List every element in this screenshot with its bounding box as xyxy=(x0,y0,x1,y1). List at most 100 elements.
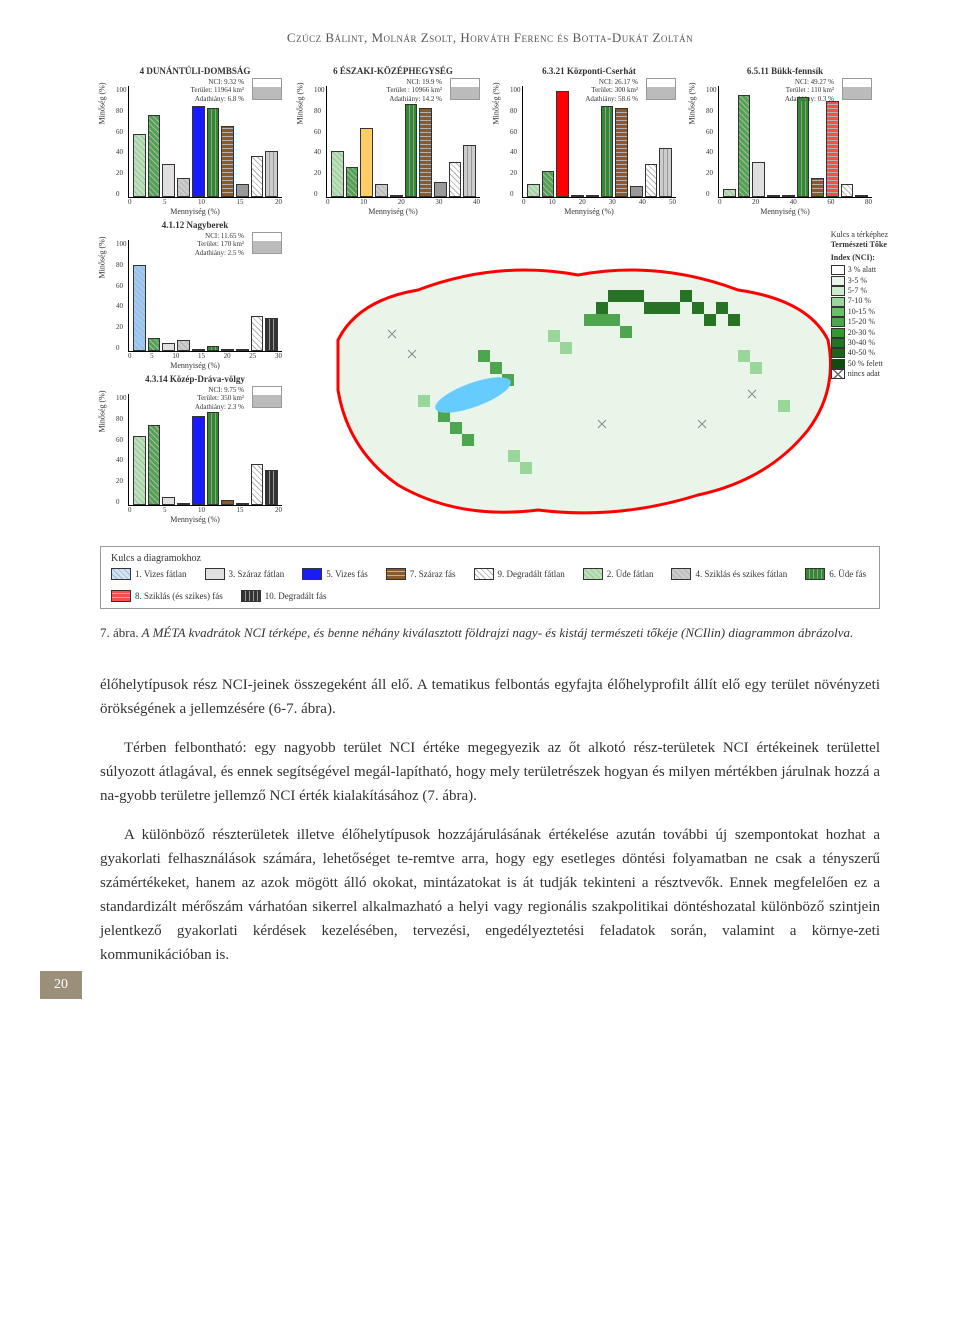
map-legend-item: 15-20 % xyxy=(831,317,888,327)
diagram-legend-item: 9. Degradált fátlan xyxy=(474,568,565,580)
bar xyxy=(331,151,344,197)
x-axis-label: Mennyiség (%) xyxy=(170,207,220,216)
bar xyxy=(826,101,839,197)
diagram-legend-item: 5. Vizes fás xyxy=(302,568,368,580)
bar xyxy=(221,349,234,351)
y-axis-label: Minőség (%) xyxy=(492,83,501,125)
top-charts-row: 6 ÉSZAKI-KÖZÉPHEGYSÉGNCI: 19.9 %Terület … xyxy=(298,66,880,216)
plot-area xyxy=(326,86,480,198)
bar xyxy=(360,128,373,197)
bar xyxy=(148,425,161,505)
x-ticks: 051015202530 xyxy=(128,352,282,360)
map-block: Kulcs a térképhez Természeti Tőke Index … xyxy=(298,220,858,540)
legend-item-label: 5. Vizes fás xyxy=(326,569,368,579)
bar xyxy=(177,178,190,197)
diagram-legend-item: 2. Üde fátlan xyxy=(583,568,654,580)
bar xyxy=(405,104,418,197)
bar xyxy=(265,470,278,505)
legend-item-label: 7. Száraz fás xyxy=(410,569,456,579)
bar xyxy=(463,145,476,197)
bar xyxy=(542,171,555,197)
bar xyxy=(571,195,584,197)
paragraph-2: Térben felbontható: egy nagyobb terület … xyxy=(100,736,880,808)
map-legend-item: 50 % felett xyxy=(831,359,888,369)
chart-panel: 4 DUNÁNTÚLI-DOMBSÁGNCI: 9.32 %Terület: 1… xyxy=(100,66,290,216)
map-legend-item: 20-30 % xyxy=(831,328,888,338)
chart-title: 6 ÉSZAKI-KÖZÉPHEGYSÉG xyxy=(333,66,453,76)
bar xyxy=(207,412,220,505)
swatch xyxy=(831,276,845,286)
bar xyxy=(723,189,736,197)
map-legend-label: 3 % alatt xyxy=(848,265,876,274)
x-axis-label: Mennyiség (%) xyxy=(170,515,220,524)
chart-title: 6.5.11 Bükk-fennsík xyxy=(747,66,823,76)
bar xyxy=(265,151,278,197)
chart-panel: 4.1.12 NagyberekNCI: 11.65 %Terület: 170… xyxy=(100,220,290,370)
bar xyxy=(527,184,540,197)
diagram-legend-box: Kulcs a diagramokhoz 1. Vizes fátlan3. S… xyxy=(100,546,880,609)
bar xyxy=(133,265,146,351)
bar xyxy=(738,95,751,197)
bar xyxy=(615,108,628,197)
bar xyxy=(811,178,824,197)
swatch xyxy=(831,328,845,338)
legend-item-label: 2. Üde fátlan xyxy=(607,569,654,579)
diagram-legend-items: 1. Vizes fátlan3. Száraz fátlan5. Vizes … xyxy=(111,568,869,602)
figure-block: 4 DUNÁNTÚLI-DOMBSÁGNCI: 9.32 %Terület: 1… xyxy=(100,66,880,609)
chart-title: 4 DUNÁNTÚLI-DOMBSÁG xyxy=(140,66,251,76)
chart-panel: 6.5.11 Bükk-fennsíkNCI: 49.27 %Terület :… xyxy=(690,66,880,216)
plot-area xyxy=(522,86,676,198)
bar xyxy=(207,346,220,351)
caption-text: A MÉTA kvadrátok NCI térképe, és benne n… xyxy=(139,625,854,640)
legend-item-label: 10. Degradált fás xyxy=(265,591,327,601)
chart-title: 4.1.12 Nagyberek xyxy=(162,220,229,230)
bar xyxy=(221,126,234,197)
legend-item-label: 9. Degradált fátlan xyxy=(498,569,565,579)
swatch xyxy=(302,568,322,580)
swatch xyxy=(831,307,845,317)
swatch xyxy=(386,568,406,580)
x-ticks: 05101520 xyxy=(128,506,282,514)
x-axis-label: Mennyiség (%) xyxy=(760,207,810,216)
bar xyxy=(148,115,161,197)
bar xyxy=(162,497,175,505)
bar xyxy=(419,108,432,197)
map-legend-label: 20-30 % xyxy=(848,328,875,337)
map-legend-label: 40-50 % xyxy=(848,348,875,357)
map-legend-item: 3-5 % xyxy=(831,276,888,286)
bar xyxy=(855,195,868,197)
y-ticks: 020406080100 xyxy=(510,86,521,198)
map-legend-line2: Természeti Tőke xyxy=(831,240,888,250)
x-axis-label: Mennyiség (%) xyxy=(564,207,614,216)
map-legend-label: 15-20 % xyxy=(848,317,875,326)
plot-area xyxy=(718,86,872,198)
bar xyxy=(207,108,220,197)
bar xyxy=(133,436,146,505)
diagram-legend-item: 1. Vizes fátlan xyxy=(111,568,187,580)
swatch xyxy=(831,348,845,358)
chart-panel: 6.3.21 Központi-CserhátNCI: 26.17 %Terül… xyxy=(494,66,684,216)
bar xyxy=(659,148,672,197)
bar xyxy=(192,416,205,505)
legend-item-label: 1. Vizes fátlan xyxy=(135,569,187,579)
legend-item-label: 4. Sziklás és szikes fátlan xyxy=(695,569,787,579)
bar xyxy=(133,134,146,197)
legend-item-label: 6. Üde fás xyxy=(829,569,866,579)
swatch xyxy=(831,317,845,327)
bar xyxy=(192,349,205,351)
map-legend-label: 5-7 % xyxy=(848,286,867,295)
chart-title: 4.3.14 Közép-Dráva-völgy xyxy=(145,374,245,384)
map-legend-label: 7-10 % xyxy=(848,296,871,305)
paragraph-1: élőhelytípusok rész NCI-jeinek összegeké… xyxy=(100,673,880,721)
map-legend-item: 3 % alatt xyxy=(831,265,888,275)
map-legend-item: 5-7 % xyxy=(831,286,888,296)
bar xyxy=(162,343,175,351)
bar xyxy=(782,195,795,197)
bar xyxy=(797,97,810,197)
left-charts-column: 4 DUNÁNTÚLI-DOMBSÁGNCI: 9.32 %Terület: 1… xyxy=(100,66,290,524)
x-axis-label: Mennyiség (%) xyxy=(368,207,418,216)
bar xyxy=(162,164,175,197)
caption-number: 7. ábra. xyxy=(100,625,139,640)
y-ticks: 020406080100 xyxy=(116,86,127,198)
map-legend-label: 3-5 % xyxy=(848,276,867,285)
